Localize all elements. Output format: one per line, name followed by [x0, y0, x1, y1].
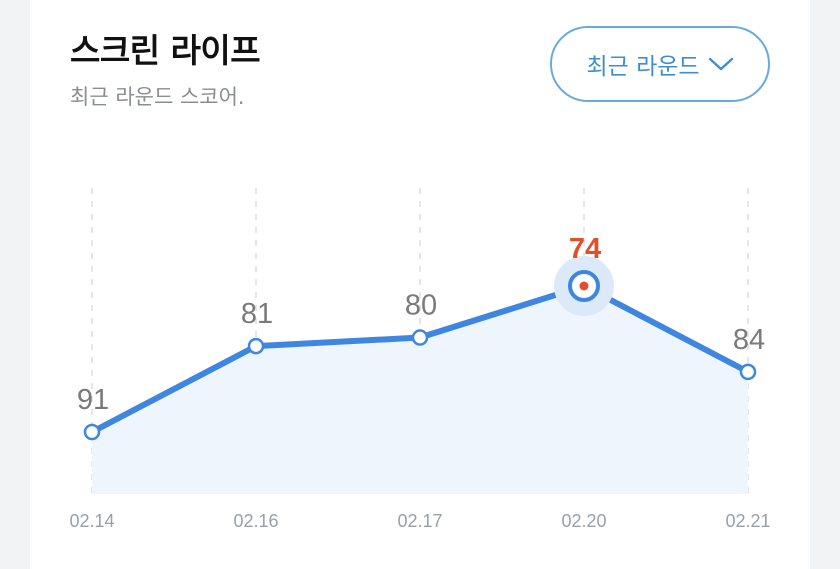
- x-tick-label: 02.17: [397, 511, 442, 531]
- page-subtitle: 최근 라운드 스코어.: [70, 85, 245, 109]
- chevron-down-icon: [708, 57, 733, 71]
- data-label-02.21: 84: [733, 324, 765, 356]
- page-title: 스크린 라이프: [70, 31, 261, 70]
- score-card: 스크린 라이프 최근 라운드 스코어. 최근 라운드 91 81 80 74 84 02.…: [30, 0, 810, 569]
- data-point-02.16: [247, 337, 265, 355]
- score-line-chart: 91 81 80 74 84 02.14 02.16 02.17 02.20 02.21: [69, 188, 771, 531]
- x-tick-label: 02.14: [69, 511, 114, 531]
- highlight-dot: [579, 281, 589, 291]
- data-label-02.17: 80: [405, 290, 437, 322]
- data-point-02.21: [739, 363, 757, 381]
- area-fill: [92, 286, 748, 494]
- x-tick-label: 02.16: [233, 511, 278, 531]
- x-tick-label: 02.20: [561, 511, 606, 531]
- round-filter-label: 최근 라운드: [586, 54, 700, 80]
- data-label-02.20: 74: [569, 233, 601, 265]
- data-point-02.17: [411, 329, 429, 346]
- round-filter-button[interactable]: 최근 라운드: [550, 26, 770, 102]
- data-point-02.14: [83, 423, 101, 441]
- data-label-02.14: 91: [77, 384, 109, 416]
- data-label-02.16: 81: [241, 298, 273, 330]
- x-tick-label: 02.21: [725, 511, 770, 531]
